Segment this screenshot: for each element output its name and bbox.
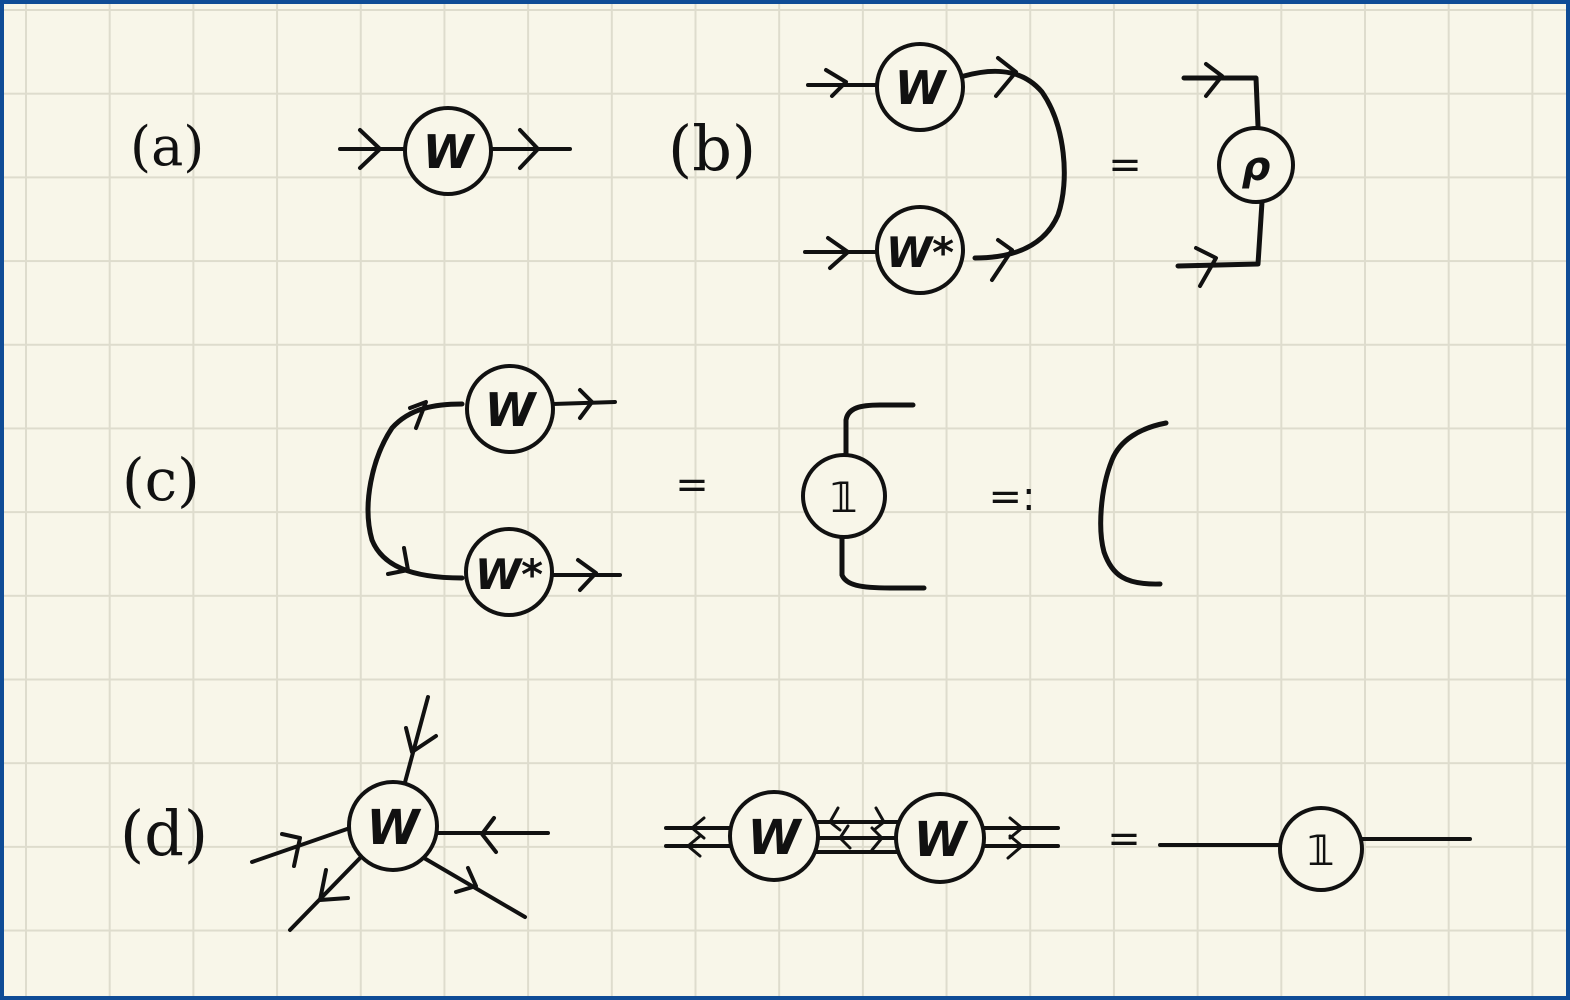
diagram-b: W W* = ρ: [803, 42, 1295, 295]
contraction-wire: [961, 68, 1067, 261]
rho-node-label: ρ: [1242, 144, 1271, 190]
w-node: [465, 364, 555, 454]
w-node: [894, 792, 986, 884]
arrow-icon: [358, 128, 382, 170]
arrow-icon: [1204, 62, 1224, 98]
w-node: [403, 106, 493, 196]
identity-leg-bottom: [839, 535, 927, 591]
arrow-icon: [280, 832, 302, 868]
arrow-icon: [686, 834, 702, 858]
arrow-icon: [1194, 246, 1218, 288]
arrow-icon: [404, 726, 438, 754]
w-node-label: W: [914, 812, 969, 868]
w-conj-node-label: W*: [886, 228, 954, 277]
arrow-icon: [838, 824, 852, 850]
identity-leg-top: [843, 402, 916, 458]
w-conj-node-label: W*: [475, 550, 543, 599]
panel-label-a: (a): [130, 115, 204, 178]
w-node-label: W: [367, 800, 422, 856]
arrow-icon: [518, 128, 540, 170]
arrow-icon: [1008, 816, 1024, 840]
arrow-icon: [870, 826, 884, 852]
identity-node-label: 𝟙: [829, 473, 858, 522]
diagram-d: W W W = 𝟙: [250, 695, 1472, 932]
panel-label-d: (d): [120, 797, 208, 870]
arrow-icon: [994, 56, 1018, 98]
output-leg: [551, 400, 617, 406]
w-conj-node: [875, 205, 965, 295]
arrow-icon: [454, 866, 478, 894]
rho-leg-top: [1181, 75, 1261, 129]
w-node: [728, 790, 820, 882]
arrow-icon: [824, 68, 848, 98]
identity-node: [1278, 806, 1364, 892]
panel-label-c: (c): [122, 446, 200, 514]
leg-left: [250, 826, 352, 864]
leg-down-left: [288, 854, 364, 932]
rho-leg-bottom: [1175, 199, 1265, 269]
diagram-c: W W* = 𝟙 =:: [365, 364, 1169, 617]
equals-sign: =: [1108, 142, 1142, 188]
diagram-a: W: [338, 106, 572, 196]
leg-up: [402, 695, 430, 788]
arrow-icon: [1006, 834, 1024, 860]
equals-sign: =: [675, 462, 709, 508]
identity-wire-symbol: [1098, 420, 1169, 587]
panel-label-b: (b): [668, 112, 756, 185]
w-node-label: W: [748, 810, 803, 866]
identity-node-label: 𝟙: [1306, 826, 1335, 875]
arrow-icon: [408, 400, 428, 430]
rho-node: [1217, 126, 1295, 204]
arrow-icon: [386, 546, 410, 576]
arrow-icon: [576, 558, 598, 592]
arrow-icon: [578, 388, 594, 420]
w-node: [347, 780, 439, 872]
arrow-icon: [828, 806, 842, 832]
arrow-icon: [990, 238, 1014, 282]
arrow-icon: [826, 236, 850, 270]
w-conj-node: [464, 527, 554, 617]
w-node: [875, 42, 965, 132]
equals-sign: =: [1107, 816, 1141, 862]
contraction-wire: [365, 401, 465, 581]
defined-as-sign: =:: [989, 474, 1036, 520]
w-node-label: W: [423, 125, 476, 179]
arrow-icon: [872, 806, 886, 832]
w-node-label: W: [485, 383, 538, 437]
identity-node: [801, 453, 887, 539]
w-node-label: W: [895, 61, 948, 115]
arrow-icon: [318, 868, 350, 902]
arrow-icon: [480, 816, 498, 854]
